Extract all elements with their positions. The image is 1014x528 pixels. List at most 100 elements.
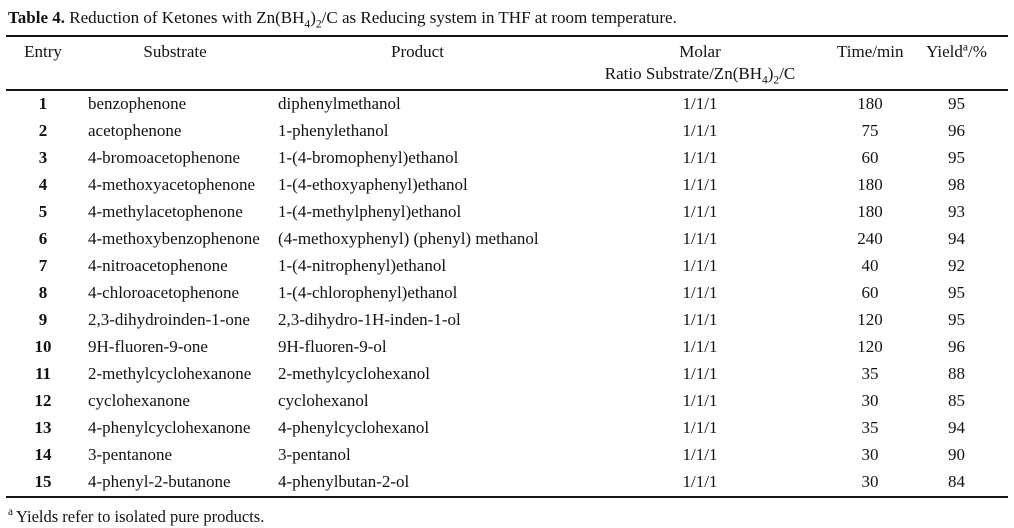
- cell-yield: 85: [948, 391, 965, 411]
- cell-product: 1-(4-methylphenyl)ethanol: [278, 202, 462, 222]
- cell-molar-ratio: 1/1/1: [682, 121, 718, 141]
- footnote: a Yields refer to isolated pure products.: [8, 507, 1006, 527]
- cell-time: 40: [861, 256, 879, 276]
- table-row: 10 9H-fluoren-9-one 9H-fluoren-9-ol 1/1/…: [6, 334, 1008, 361]
- cell-product: 1-(4-ethoxyaphenyl)ethanol: [278, 175, 468, 195]
- cell-molar-ratio: 1/1/1: [682, 310, 718, 330]
- cell-molar-ratio: 1/1/1: [682, 391, 718, 411]
- table-row: 7 4-nitroacetophenone 1-(4-nitrophenyl)e…: [6, 253, 1008, 280]
- cell-time: 240: [857, 229, 883, 249]
- cell-time: 30: [861, 445, 879, 465]
- cell-molar-ratio: 1/1/1: [682, 256, 718, 276]
- cell-entry: 7: [38, 256, 48, 276]
- footnote-marker: a: [8, 506, 13, 519]
- cell-substrate: benzophenone: [88, 94, 187, 114]
- cell-product: cyclohexanol: [278, 391, 369, 411]
- col-header-time: Time/min: [835, 36, 905, 91]
- cell-entry: 12: [34, 391, 52, 411]
- cell-substrate: cyclohexanone: [88, 391, 190, 411]
- cell-substrate: 4-methylacetophenone: [88, 202, 243, 222]
- cell-molar-ratio: 1/1/1: [682, 418, 718, 438]
- cell-molar-ratio: 1/1/1: [682, 229, 718, 249]
- table-row: 15 4-phenyl-2-butanone 4-phenylbutan-2-o…: [6, 469, 1008, 497]
- cell-molar-ratio: 1/1/1: [682, 337, 718, 357]
- cell-substrate: 9H-fluoren-9-one: [88, 337, 208, 357]
- table-row: 13 4-phenylcyclohexanone 4-phenylcyclohe…: [6, 415, 1008, 442]
- cell-yield: 98: [948, 175, 965, 195]
- cell-molar-ratio: 1/1/1: [682, 364, 718, 384]
- table-row: 11 2-methylcyclohexanone 2-methylcyclohe…: [6, 361, 1008, 388]
- cell-product: 3-pentanol: [278, 445, 351, 465]
- cell-product: 1-(4-bromophenyl)ethanol: [278, 148, 459, 168]
- footnote-text: Yields refer to isolated pure products.: [15, 506, 265, 526]
- cell-yield: 95: [948, 310, 965, 330]
- cell-product: diphenylmethanol: [278, 94, 401, 114]
- cell-yield: 88: [948, 364, 965, 384]
- cell-yield: 95: [948, 283, 965, 303]
- cell-substrate: 4-phenylcyclohexanone: [88, 418, 251, 438]
- table-header: Entry Substrate Product Molar Ratio Subst…: [6, 36, 1008, 91]
- table-row: 14 3-pentanone 3-pentanol 1/1/1 30 90: [6, 442, 1008, 469]
- cell-yield: 84: [948, 472, 965, 492]
- cell-time: 180: [857, 94, 883, 114]
- cell-yield: 95: [948, 148, 965, 168]
- cell-yield: 94: [948, 229, 965, 249]
- cell-product: 4-phenylcyclohexanol: [278, 418, 430, 438]
- cell-product: 4-phenylbutan-2-ol: [278, 472, 410, 492]
- cell-time: 75: [861, 121, 879, 141]
- cell-substrate: 4-phenyl-2-butanone: [88, 472, 231, 492]
- cell-entry: 5: [38, 202, 48, 222]
- cell-substrate: 3-pentanone: [88, 445, 173, 465]
- cell-entry: 3: [38, 148, 48, 168]
- cell-entry: 6: [38, 229, 48, 249]
- col-header-substrate: Substrate: [80, 36, 270, 91]
- table-row: 8 4-chloroacetophenone 1-(4-chlorophenyl…: [6, 280, 1008, 307]
- cell-yield: 92: [948, 256, 965, 276]
- col-header-entry: Entry: [6, 36, 80, 91]
- cell-time: 35: [861, 418, 879, 438]
- cell-substrate: 4-methoxybenzophenone: [88, 229, 260, 249]
- cell-product: 9H-fluoren-9-ol: [278, 337, 387, 357]
- cell-yield: 95: [948, 94, 965, 114]
- cell-entry: 14: [34, 445, 52, 465]
- cell-entry: 8: [38, 283, 48, 303]
- table-number-label: Table 4.: [8, 8, 66, 27]
- cell-substrate: 4-chloroacetophenone: [88, 283, 240, 303]
- cell-substrate: 2-methylcyclohexanone: [88, 364, 252, 384]
- table-row: 4 4-methoxyacetophenone 1-(4-ethoxyaphen…: [6, 172, 1008, 199]
- table-row: 1 benzophenone diphenylmethanol 1/1/1 18…: [6, 90, 1008, 118]
- cell-product: 2-methylcyclohexanol: [278, 364, 431, 384]
- cell-yield: 90: [948, 445, 965, 465]
- cell-entry: 4: [38, 175, 48, 195]
- table-title: Table 4. Reduction of Ketones with Zn(BH…: [8, 7, 1006, 30]
- cell-substrate: 4-nitroacetophenone: [88, 256, 228, 276]
- cell-product: 1-phenylethanol: [278, 121, 389, 141]
- col-header-yield: Yielda/%: [905, 36, 1008, 91]
- cell-entry: 1: [38, 94, 48, 114]
- cell-entry: 9: [38, 310, 48, 330]
- table-row: 3 4-bromoacetophenone 1-(4-bromophenyl)e…: [6, 145, 1008, 172]
- header-row: Entry Substrate Product Molar Ratio Subst…: [6, 36, 1008, 91]
- cell-time: 180: [857, 202, 883, 222]
- cell-yield: 94: [948, 418, 965, 438]
- cell-product: 1-(4-chlorophenyl)ethanol: [278, 283, 458, 303]
- cell-entry: 2: [38, 121, 48, 141]
- cell-molar-ratio: 1/1/1: [682, 445, 718, 465]
- cell-molar-ratio: 1/1/1: [682, 148, 718, 168]
- cell-time: 60: [861, 283, 879, 303]
- cell-time: 30: [861, 391, 879, 411]
- table-body: 1 benzophenone diphenylmethanol 1/1/1 18…: [6, 90, 1008, 497]
- cell-entry: 10: [34, 337, 52, 357]
- cell-substrate: acetophenone: [88, 121, 182, 141]
- table-row: 12 cyclohexanone cyclohexanol 1/1/1 30 8…: [6, 388, 1008, 415]
- cell-time: 60: [861, 148, 879, 168]
- cell-substrate: 4-methoxyacetophenone: [88, 175, 256, 195]
- results-table: Entry Substrate Product Molar Ratio Subst…: [6, 35, 1008, 498]
- cell-entry: 11: [34, 364, 52, 384]
- cell-molar-ratio: 1/1/1: [682, 283, 718, 303]
- cell-time: 30: [861, 472, 879, 492]
- cell-molar-ratio: 1/1/1: [682, 472, 718, 492]
- cell-yield: 96: [948, 337, 965, 357]
- cell-substrate: 2,3-dihydroinden-1-one: [88, 310, 250, 330]
- cell-molar-ratio: 1/1/1: [682, 175, 718, 195]
